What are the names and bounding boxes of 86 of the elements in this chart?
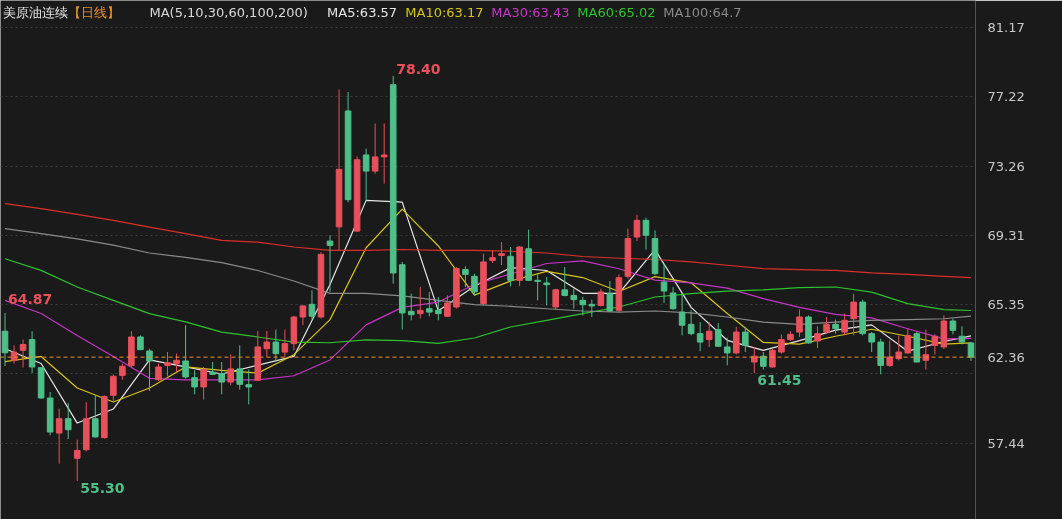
candlestick [191,369,198,395]
y-tick-label: 69.31 [987,227,1025,243]
candlestick [173,353,180,373]
candlestick [534,273,541,301]
candlestick [326,234,334,293]
candlestick [868,331,875,353]
text: MA100:64.7 [663,5,742,20]
candlestick [471,273,478,296]
candlestick [886,339,894,368]
candlestick [814,325,821,349]
candlestick [904,328,912,355]
candlestick [877,338,885,375]
y-tick-label: 77.22 [987,89,1025,105]
candlestick [850,293,857,336]
line-series [4,258,972,344]
candlestick [416,286,424,320]
candlestick [164,351,171,377]
candlestick [669,286,677,311]
candlestick [245,369,253,405]
candlestick [606,280,614,313]
candlestick [714,322,722,348]
text: MA60:65.02 [577,5,656,20]
candlestick [91,394,99,439]
candlestick [272,329,280,363]
candlestick [967,341,975,362]
y-tick-label: 57.44 [987,435,1025,451]
candlestick [796,309,803,338]
y-tick-label: 65.35 [987,297,1025,313]
candlestick [182,324,189,380]
candlestick [570,288,578,310]
candlestick [227,353,235,386]
candlestick [696,321,704,352]
candlestick [660,263,668,304]
candlestick [561,266,569,297]
candlestick [498,241,505,266]
candlestick [958,325,966,345]
candlestick [841,313,848,336]
annotation: 78.40 [396,60,441,77]
candlestick [687,309,695,336]
candlestick [308,289,316,321]
candlestick [579,296,587,316]
candlestick [462,265,469,288]
candlestick [73,439,81,482]
y-tick-label: 73.26 [987,158,1025,174]
candlestick [732,326,740,355]
candlestick [146,348,153,392]
text: MA5:63.57 [327,5,398,20]
text: MA10:63.17 [405,5,484,20]
candlestick [263,330,271,358]
annotation: 61.45 [757,372,802,389]
ref-line-label: 62.36 [987,349,1025,365]
chart-subtitle: 【日线】 [67,5,120,20]
candlestick [200,366,207,401]
annotation: 64.87 [8,291,53,308]
candlestick [407,293,415,321]
annotation: 55.30 [80,479,125,496]
candlestick [543,276,550,306]
candlestick [236,344,244,391]
candlestick [778,333,785,355]
candlestick [55,408,63,465]
candlestick [633,214,641,242]
candlestick [931,333,939,356]
candlestick [19,339,27,368]
candlestick [751,346,758,374]
candlestick [678,292,686,336]
candlestick [426,291,433,317]
chart-title: 美原油连续 [2,5,68,20]
candlestick [435,296,442,321]
candlestick [218,361,225,395]
candlestick [705,321,713,348]
candlestick [723,337,731,366]
candlestick [64,402,72,440]
y-tick-label: 81.17 [987,19,1025,35]
candlestick [444,294,451,318]
candlestick [380,123,388,185]
candlestick [281,329,289,358]
candlestick [642,217,650,251]
candlestick [299,304,307,326]
annotation: MA(5,10,30,60,100,200) [149,5,308,20]
candlestick [371,123,379,175]
line-series [4,203,972,279]
candlestick [741,326,749,353]
text: MA30:63.43 [491,5,570,20]
candlestick [110,374,117,403]
candlestick [362,148,370,202]
candlestick [10,344,18,365]
